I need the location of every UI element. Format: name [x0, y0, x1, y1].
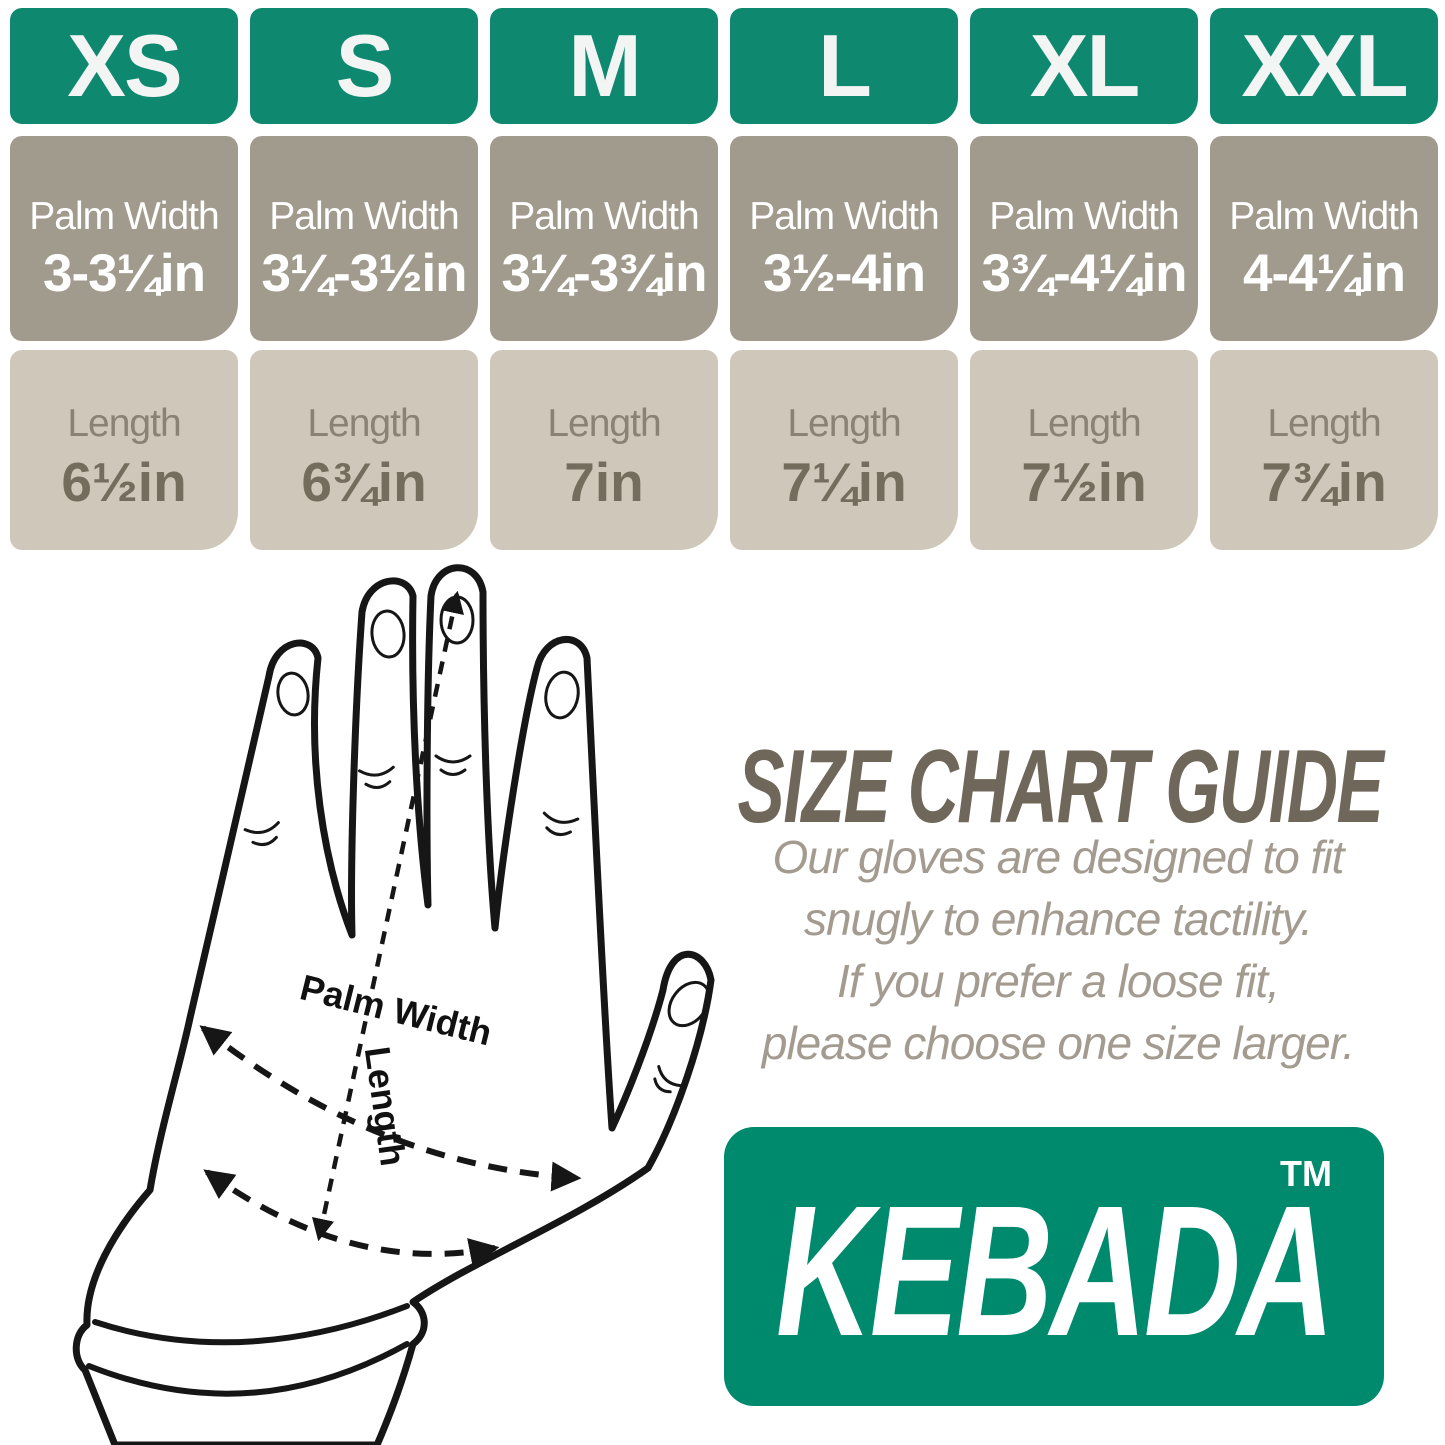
- length-value: 7¾in: [1261, 451, 1387, 513]
- length-cell-xl: Length 7½in: [970, 350, 1198, 550]
- palm-width-value: 3½-4in: [763, 244, 926, 303]
- guide-line-4: please choose one size larger.: [761, 1017, 1355, 1069]
- size-header-s: S: [250, 8, 478, 124]
- page-title: SIZE CHART GUIDE: [737, 729, 1384, 845]
- brand-name: KEBADA: [776, 1167, 1334, 1375]
- length-label: Length: [67, 402, 181, 445]
- palm-width-value: 3¾-4¼in: [981, 244, 1187, 303]
- length-value: 6¾in: [301, 451, 427, 513]
- length-value: 6½in: [61, 451, 187, 513]
- length-cell-s: Length 6¾in: [250, 350, 478, 550]
- palm-width-cell-s: Palm Width 3¼-3½in: [250, 136, 478, 341]
- length-label: Length: [787, 402, 901, 445]
- length-cell-l: Length 7¼in: [730, 350, 958, 550]
- palm-width-label: Palm Width: [989, 195, 1179, 238]
- length-cell-xxl: Length 7¾in: [1210, 350, 1438, 550]
- length-value: 7in: [564, 451, 644, 513]
- cuff-bottom-crease: [86, 1341, 410, 1397]
- palm-width-value: 3¼-3½in: [261, 244, 467, 303]
- palm-width-value: 3¼-3¾in: [501, 244, 707, 303]
- length-value: 7¼in: [781, 451, 907, 513]
- palm-width-label: Palm Width: [509, 195, 699, 238]
- guide-description: Our gloves are designed to fit snugly to…: [718, 826, 1398, 1074]
- palm-width-value: 3-3¼in: [43, 244, 206, 303]
- trademark-symbol: TM: [1280, 1153, 1332, 1194]
- size-header-l: L: [730, 8, 958, 124]
- length-cell-xs: Length 6½in: [10, 350, 238, 550]
- palm-width-cell-xxl: Palm Width 4-4¼in: [1210, 136, 1438, 341]
- length-cell-m: Length 7in: [490, 350, 718, 550]
- length-measure-line: [312, 590, 464, 1242]
- palm-width-label: Palm Width: [269, 195, 459, 238]
- palm-width-label: Palm Width: [749, 195, 939, 238]
- length-label: Length: [307, 402, 421, 445]
- palm-width-label: Palm Width: [29, 195, 219, 238]
- palm-width-cell-l: Palm Width 3½-4in: [730, 136, 958, 341]
- wrist-measure-arc: [203, 1169, 500, 1268]
- palm-width-cell-xs: Palm Width 3-3¼in: [10, 136, 238, 341]
- hand-measurement-diagram: Palm Width Length: [72, 564, 715, 1445]
- size-header-xs: XS: [10, 8, 238, 124]
- palm-width-value: 4-4¼in: [1243, 244, 1406, 303]
- palm-width-label: Palm Width: [1229, 195, 1419, 238]
- palm-width-cell-xl: Palm Width 3¾-4¼in: [970, 136, 1198, 341]
- length-label: Length: [1267, 402, 1381, 445]
- cuff-top-crease: [92, 1303, 410, 1346]
- size-header-xl: XL: [970, 8, 1198, 124]
- size-header-m: M: [490, 8, 718, 124]
- guide-line-2: snugly to enhance tactility.: [803, 893, 1313, 945]
- brand-logo: KEBADA TM: [724, 1127, 1384, 1406]
- guide-line-3: If you prefer a loose fit,: [837, 955, 1280, 1007]
- palm-width-cell-m: Palm Width 3¼-3¾in: [490, 136, 718, 341]
- guide-line-1: Our gloves are designed to fit: [772, 831, 1345, 883]
- length-value: 7½in: [1021, 451, 1147, 513]
- size-header-xxl: XXL: [1210, 8, 1438, 124]
- palm-width-measure-arc: [199, 1025, 582, 1192]
- length-label: Length: [547, 402, 661, 445]
- length-label: Length: [1027, 402, 1141, 445]
